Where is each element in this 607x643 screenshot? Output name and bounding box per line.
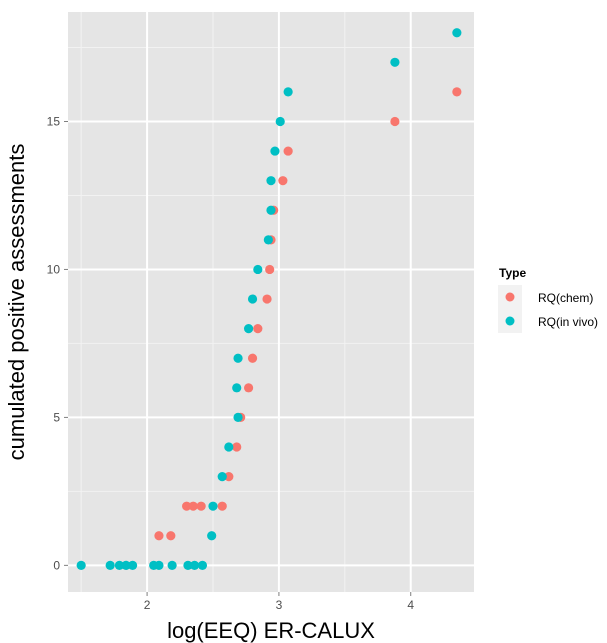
y-axis-ticks: 0 5 10 15	[47, 114, 68, 572]
data-point-rq-in-vivo	[154, 560, 164, 570]
x-axis-ticks: 2 3 4	[144, 592, 414, 612]
data-points	[76, 28, 462, 570]
data-point-rq-in-vivo	[208, 501, 218, 511]
data-point-rq-chem	[232, 442, 242, 452]
legend-marker-rq-in-vivo	[505, 316, 515, 326]
data-point-rq-chem	[390, 116, 400, 127]
data-point-rq-in-vivo	[224, 442, 234, 452]
data-point-rq-in-vivo	[105, 560, 115, 570]
x-tick-label: 4	[407, 598, 414, 612]
legend-label-rq-chem: RQ(chem)	[538, 291, 593, 305]
data-point-rq-chem	[253, 324, 263, 334]
data-point-rq-chem	[182, 501, 192, 511]
data-point-rq-in-vivo	[233, 353, 243, 363]
plot-panel	[68, 12, 474, 592]
data-point-rq-in-vivo	[233, 412, 243, 423]
data-point-rq-in-vivo	[283, 87, 293, 97]
data-point-rq-in-vivo	[76, 560, 86, 570]
data-point-rq-in-vivo	[275, 116, 285, 127]
data-point-rq-in-vivo	[266, 205, 276, 215]
data-point-rq-in-vivo	[183, 560, 193, 570]
data-point-rq-in-vivo	[114, 560, 125, 570]
data-point-rq-chem	[452, 87, 462, 97]
data-point-rq-chem	[278, 176, 288, 186]
x-tick-label: 3	[276, 598, 283, 612]
data-point-rq-in-vivo	[127, 560, 138, 570]
legend-marker-rq-chem	[505, 292, 515, 302]
data-point-rq-in-vivo	[207, 531, 217, 541]
data-point-rq-chem	[166, 531, 176, 541]
data-point-rq-in-vivo	[452, 28, 462, 38]
data-point-rq-chem	[243, 383, 254, 393]
y-tick-label: 5	[53, 410, 60, 424]
data-point-rq-chem	[154, 531, 164, 541]
data-point-rq-in-vivo	[243, 324, 254, 334]
y-tick-label: 10	[47, 262, 61, 276]
data-point-rq-chem	[188, 501, 198, 511]
data-point-rq-in-vivo	[247, 294, 258, 304]
data-point-rq-in-vivo	[217, 471, 227, 482]
legend: Type RQ(chem) RQ(in vivo)	[498, 266, 598, 333]
data-point-rq-in-vivo	[121, 560, 131, 570]
y-tick-label: 15	[47, 114, 61, 128]
legend-label-rq-in-vivo: RQ(in vivo)	[538, 315, 598, 329]
minor-gridlines	[68, 12, 474, 592]
legend-title: Type	[499, 266, 526, 280]
data-point-rq-in-vivo	[263, 235, 273, 245]
data-point-rq-in-vivo	[167, 560, 177, 570]
data-point-rq-chem	[196, 501, 206, 511]
data-point-rq-in-vivo	[270, 146, 280, 156]
data-point-rq-chem	[265, 264, 275, 275]
data-point-rq-chem	[283, 146, 293, 156]
data-point-rq-chem	[224, 471, 234, 482]
data-point-rq-in-vivo	[189, 560, 200, 570]
y-tick-label: 0	[53, 558, 60, 572]
y-axis-title: cumulated positive assessments	[4, 144, 29, 461]
data-point-rq-in-vivo	[253, 264, 263, 275]
data-point-rq-chem	[217, 501, 227, 511]
data-point-rq-chem	[247, 353, 258, 363]
data-point-rq-in-vivo	[390, 57, 400, 67]
data-point-rq-chem	[262, 294, 272, 304]
x-tick-label: 2	[144, 598, 151, 612]
data-point-rq-in-vivo	[197, 560, 208, 570]
data-point-rq-in-vivo	[266, 176, 276, 186]
data-point-rq-in-vivo	[232, 383, 242, 393]
x-axis-title: log(EEQ) ER-CALUX	[167, 618, 375, 643]
